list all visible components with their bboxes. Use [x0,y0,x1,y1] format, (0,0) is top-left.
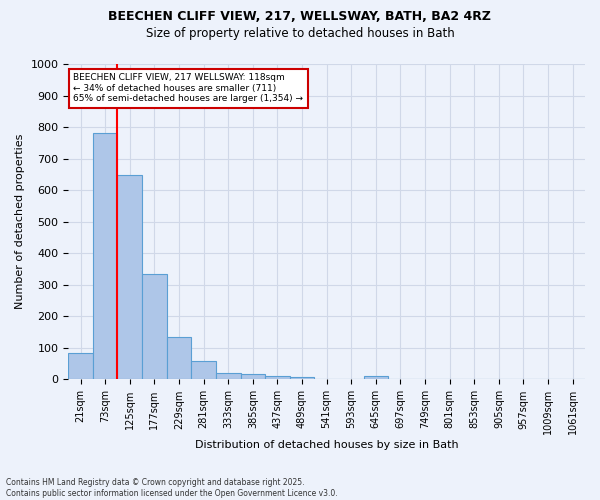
Bar [68,352,93,380]
Text: BEECHEN CLIFF VIEW, 217, WELLSWAY, BATH, BA2 4RZ: BEECHEN CLIFF VIEW, 217, WELLSWAY, BATH,… [109,10,491,23]
Text: BEECHEN CLIFF VIEW, 217 WELLSWAY: 118sqm
← 34% of detached houses are smaller (7: BEECHEN CLIFF VIEW, 217 WELLSWAY: 118sqm… [73,74,304,104]
Bar [364,376,388,380]
Bar [167,337,191,380]
Bar [191,360,216,380]
Bar [265,376,290,380]
Bar [241,374,265,380]
Bar [93,134,118,380]
Bar [216,372,241,380]
Bar [118,175,142,380]
X-axis label: Distribution of detached houses by size in Bath: Distribution of detached houses by size … [195,440,458,450]
Bar [290,377,314,380]
Text: Contains HM Land Registry data © Crown copyright and database right 2025.
Contai: Contains HM Land Registry data © Crown c… [6,478,338,498]
Text: Size of property relative to detached houses in Bath: Size of property relative to detached ho… [146,28,454,40]
Y-axis label: Number of detached properties: Number of detached properties [15,134,25,310]
Bar [142,274,167,380]
